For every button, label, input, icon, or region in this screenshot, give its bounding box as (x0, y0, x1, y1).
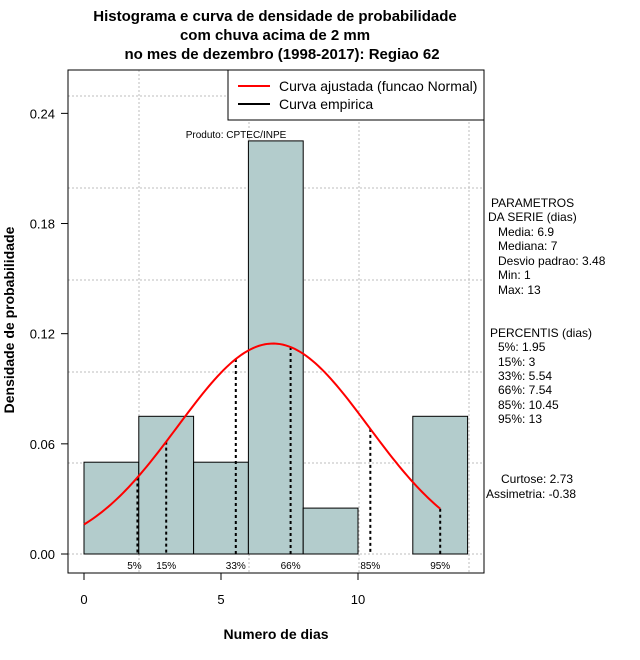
percentile-lines: 5% 15% 33% 66% 85% 95% (127, 347, 450, 572)
chart-title-line-1: Histograma e curva de densidade de proba… (93, 8, 456, 25)
parametros-title-2: DA SERIE (dias) (488, 210, 577, 224)
produto-label: Produto: CPTEC/INPE (186, 130, 287, 141)
parametros-line: Min: 1 (498, 268, 531, 282)
y-tick-label: 0.18 (30, 217, 55, 232)
percentile-label: 5% (127, 561, 142, 572)
y-tick-label: 0.06 (30, 437, 55, 452)
parametros-line: Desvio padrao: 3.48 (498, 254, 606, 268)
percentis-line: 5%: 1.95 (498, 340, 546, 354)
y-axis: 0.00 0.06 0.12 0.18 0.24 (30, 106, 69, 562)
x-tick-label: 10 (351, 592, 365, 607)
legend-box (227, 69, 485, 121)
percentile-label: 66% (281, 561, 301, 572)
legend: Curva ajustada (funcao Normal) Curva emp… (227, 69, 485, 121)
y-axis-title: Densidade de probabilidade (1, 226, 17, 413)
histogram-bar (247, 140, 304, 555)
stats-block: Curtose: 2.73 Assimetria: -0.38 (486, 472, 576, 501)
histogram-bars (83, 140, 469, 555)
curtose-label: Curtose: 2.73 (501, 472, 573, 486)
percentile-label: 85% (360, 561, 380, 572)
percentis-block: PERCENTIS (dias) 5%: 1.95 15%: 3 33%: 5.… (490, 326, 592, 426)
histogram-bar (83, 461, 140, 555)
percentis-title: PERCENTIS (dias) (490, 326, 592, 340)
parametros-block: PARAMETROS DA SERIE (dias) Media: 6.9 Me… (488, 196, 606, 297)
y-tick-label: 0.12 (30, 327, 55, 342)
percentile-label: 95% (430, 561, 450, 572)
percentis-line: 15%: 3 (498, 355, 536, 369)
x-tick-label: 0 (80, 592, 87, 607)
legend-empirical-label: Curva empirica (279, 96, 373, 112)
percentile-label: 15% (156, 561, 176, 572)
x-axis: 0 5 10 (80, 572, 365, 607)
legend-fitted-label: Curva ajustada (funcao Normal) (279, 78, 477, 94)
x-tick-label: 5 (217, 592, 224, 607)
histogram-bar (302, 507, 359, 555)
parametros-line: Media: 6.9 (498, 225, 554, 239)
percentis-line: 66%: 7.54 (498, 383, 552, 397)
assimetria-label: Assimetria: -0.38 (486, 487, 576, 501)
chart-title-line-3: no mes de dezembro (1998-2017): Regiao 6… (124, 46, 439, 63)
percentis-line: 85%: 10.45 (498, 398, 559, 412)
chart-title-line-2: com chuva acima de 2 mm (180, 27, 370, 44)
y-tick-label: 0.24 (30, 106, 55, 121)
y-tick-label: 0.00 (30, 547, 55, 562)
parametros-line: Max: 13 (498, 283, 541, 297)
percentis-line: 33%: 5.54 (498, 369, 552, 383)
parametros-title-1: PARAMETROS (491, 196, 574, 210)
fitted-normal-curve (83, 342, 441, 526)
histogram-bar (193, 461, 249, 555)
x-axis-title: Numero de dias (223, 626, 328, 642)
histogram-bar (412, 415, 469, 555)
percentile-label: 33% (226, 561, 246, 572)
percentis-line: 95%: 13 (498, 412, 542, 426)
parametros-line: Mediana: 7 (498, 239, 558, 253)
